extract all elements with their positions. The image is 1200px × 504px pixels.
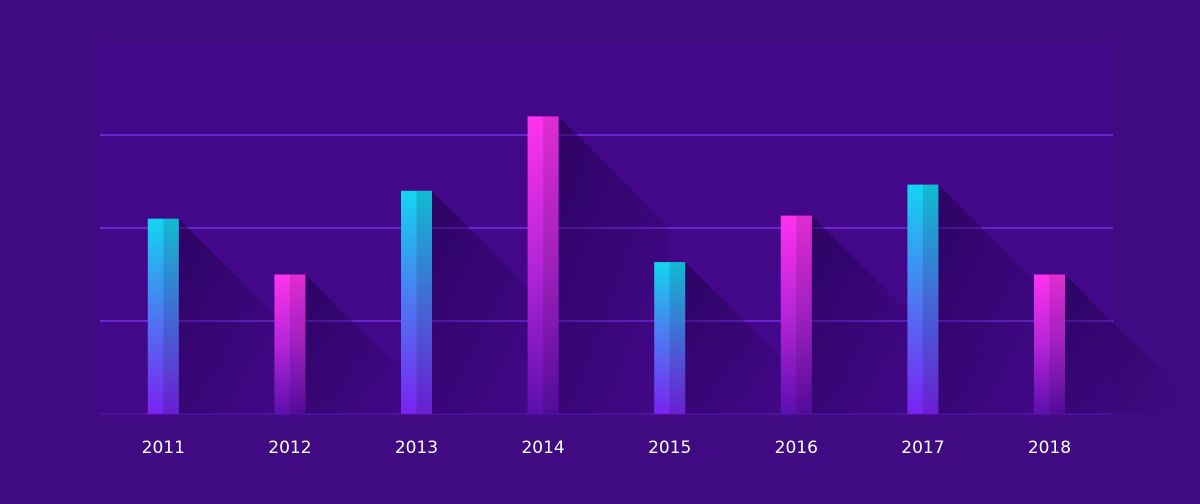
bar-2016: [780, 215, 812, 414]
bar-2013: [401, 190, 432, 414]
label-layer: 2011 2012 2013 2014 2015 2016 2017 2018: [142, 438, 1071, 458]
bar-shadow-2013: [432, 190, 542, 414]
bar-shadow-2018: [1065, 274, 1175, 414]
bar-2014: [527, 116, 559, 415]
bar-face-2015: [669, 262, 686, 414]
bar-shadow-2016: [811, 215, 922, 414]
bar-face-2011: [163, 218, 179, 414]
bar-face-2017: [922, 184, 939, 414]
bar-face-2013: [416, 190, 432, 414]
x-tick-label-2014: 2014: [521, 438, 564, 458]
x-tick-label-2015: 2015: [648, 438, 691, 458]
bar-shadow-2015: [685, 262, 796, 414]
bar-face-2012: [289, 274, 306, 414]
bar-layer: [147, 116, 1065, 415]
bar-face-2016: [796, 215, 812, 414]
bar-shadow-2014: [558, 116, 669, 415]
x-tick-label-2017: 2017: [901, 438, 944, 458]
x-tick-label-2011: 2011: [142, 438, 185, 458]
shadow-layer: [178, 116, 1175, 415]
bar-2018: [1034, 274, 1065, 414]
bar-shadow-2017: [938, 184, 1049, 414]
bar-2011: [147, 218, 179, 414]
x-tick-label-2012: 2012: [268, 438, 311, 458]
bar-face-2014: [543, 116, 559, 415]
bar-2015: [654, 262, 686, 414]
bar-2017: [907, 184, 939, 414]
x-tick-label-2018: 2018: [1028, 438, 1071, 458]
bar-2012: [274, 274, 306, 414]
x-tick-label-2016: 2016: [775, 438, 818, 458]
bar-shadow-2011: [178, 218, 289, 414]
bar-face-2018: [1049, 274, 1065, 414]
bar-shadow-2012: [305, 274, 416, 414]
x-tick-label-2013: 2013: [395, 438, 438, 458]
